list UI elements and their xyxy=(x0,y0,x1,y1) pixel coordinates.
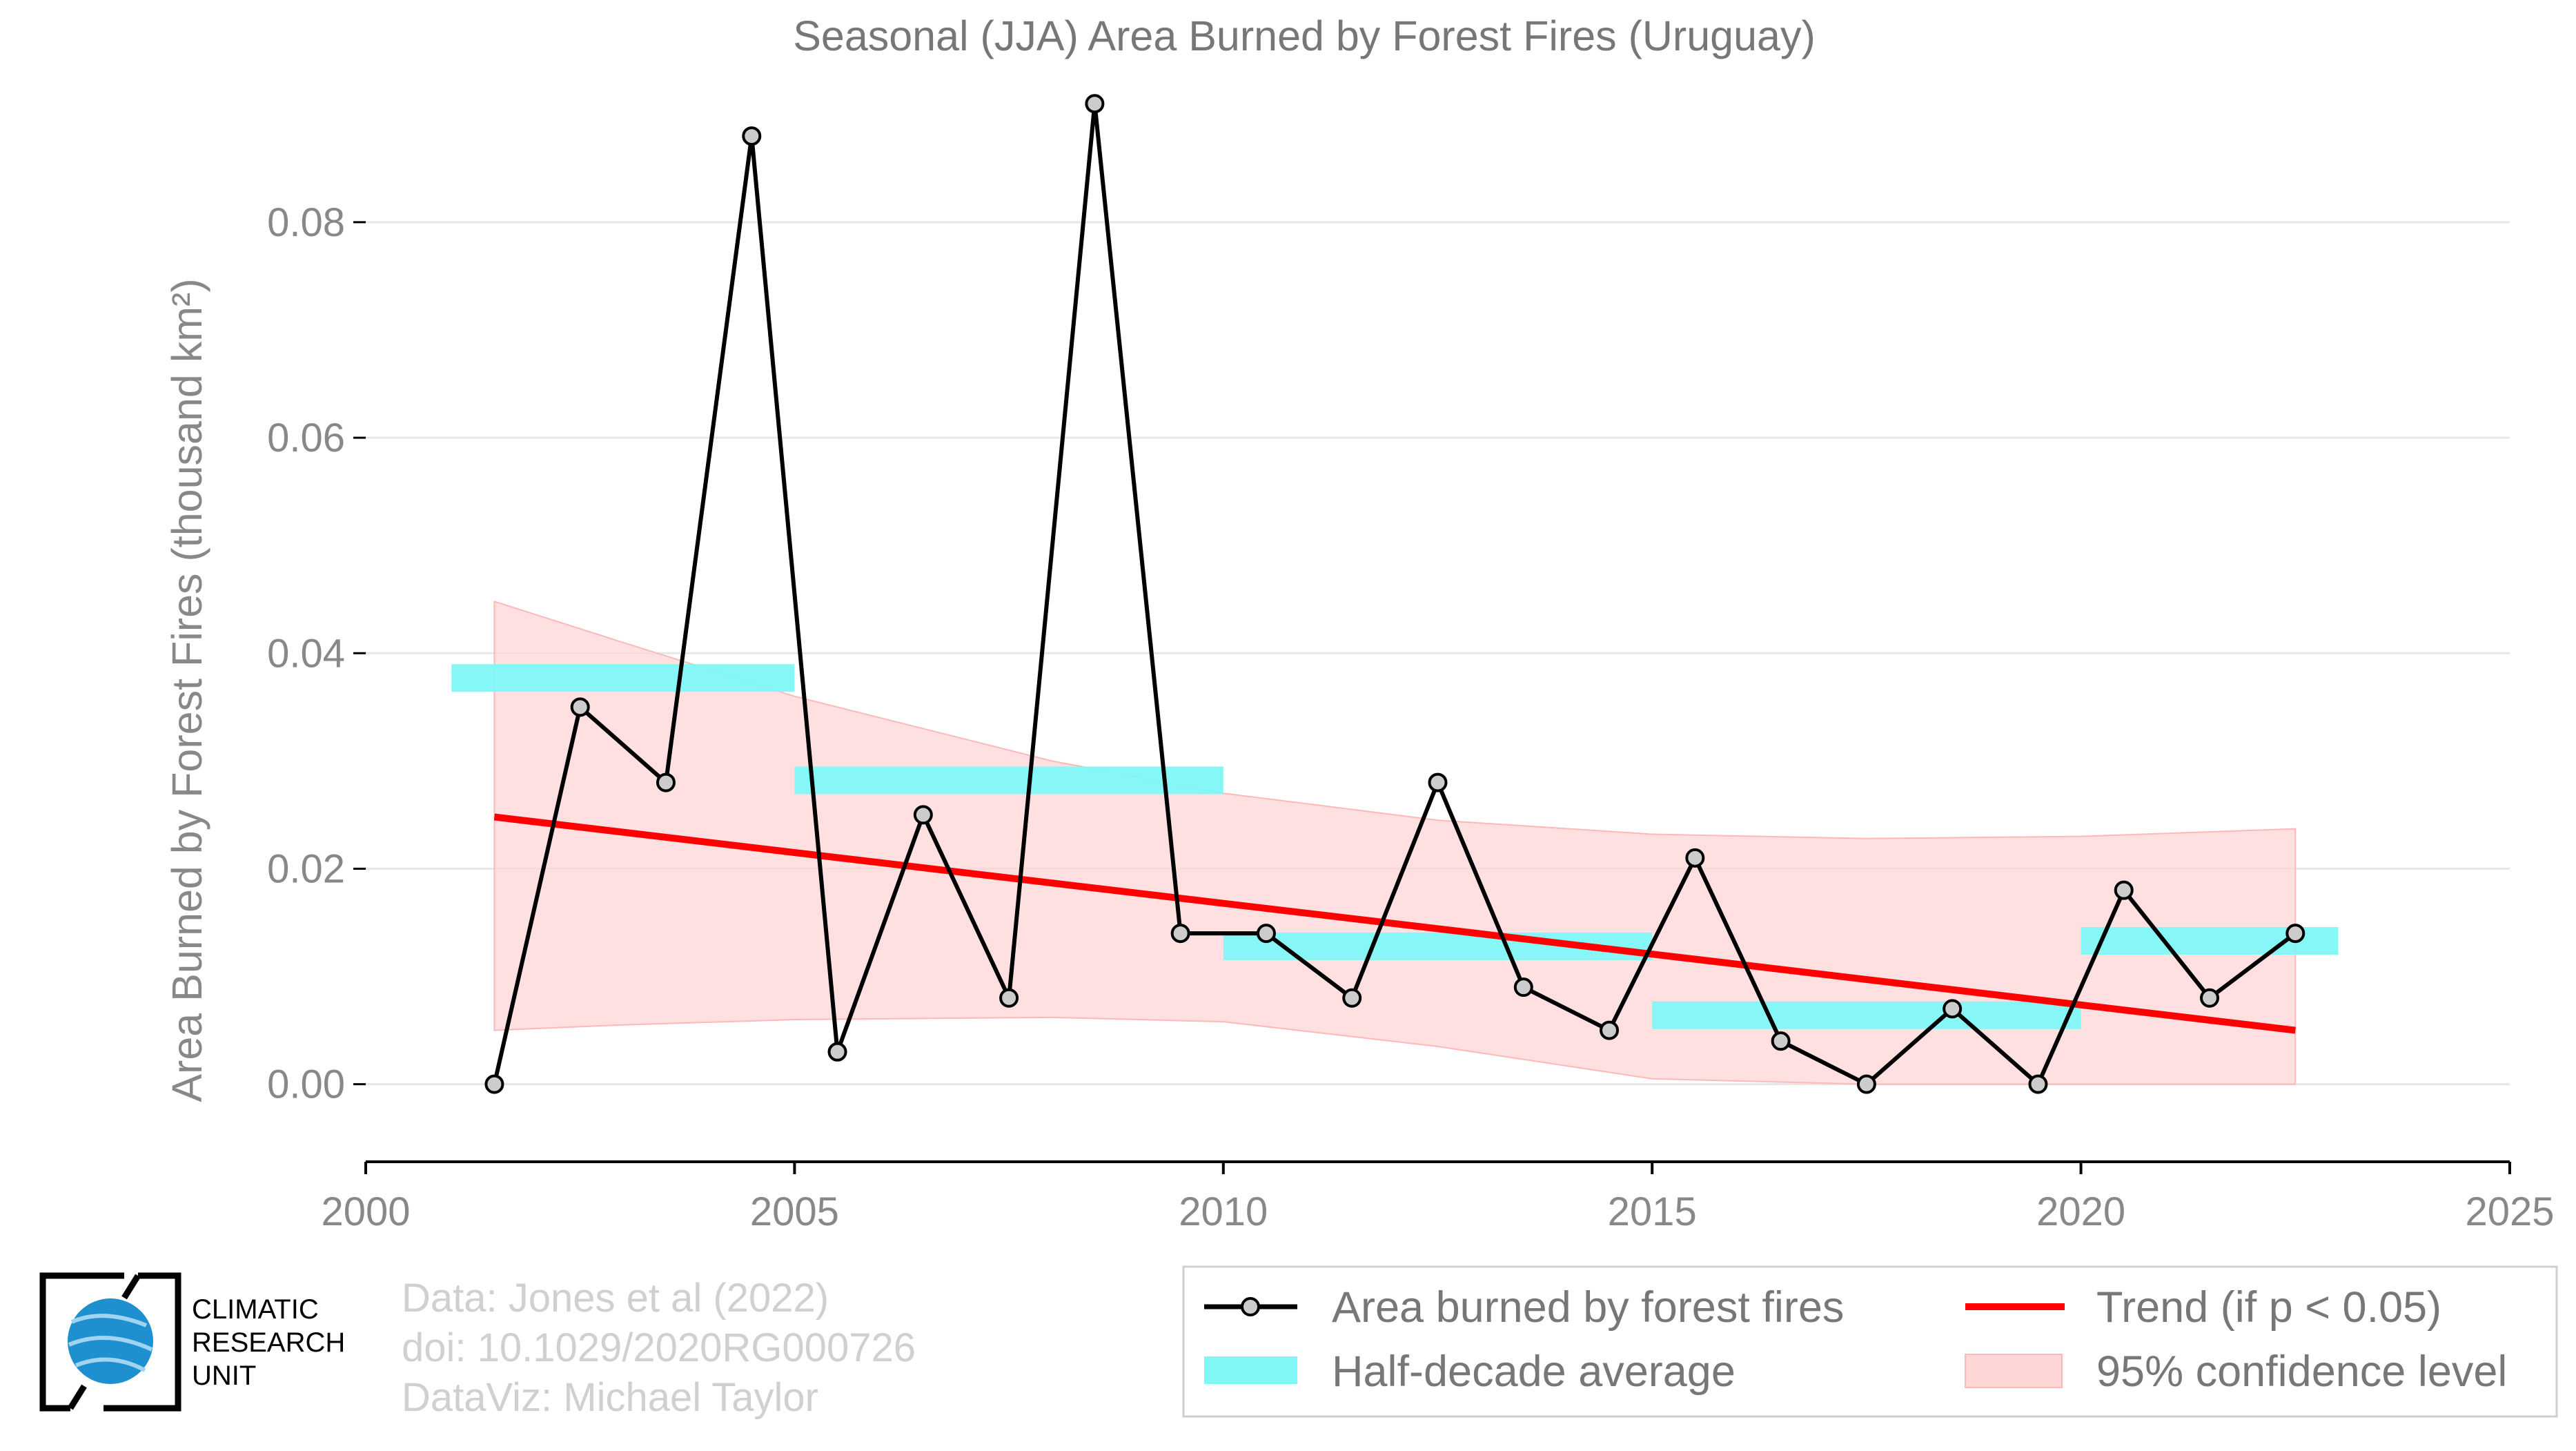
credit-dataviz: DataViz: Michael Taylor xyxy=(402,1375,818,1420)
half-decade-layer xyxy=(451,664,2339,1029)
x-axis-ticks: 2000 2005 2010 2015 2020 2025 xyxy=(321,1162,2555,1234)
data-point-14 xyxy=(1685,848,1705,868)
logo-bracket-right xyxy=(104,1272,181,1412)
trend-line xyxy=(493,813,2296,1034)
y-tick-label-1: 0.02 xyxy=(267,846,345,891)
x-tick-label-4: 2020 xyxy=(2036,1189,2125,1234)
x-tick-label-3: 2015 xyxy=(1608,1189,1697,1234)
legend-label-confidence: 95% confidence level xyxy=(2096,1347,2507,1396)
logo-slash-top xyxy=(121,1274,141,1300)
data-point-9 xyxy=(1256,924,1276,944)
half-decade-bar-1 xyxy=(794,766,1223,795)
logo-text-line1: CLIMATIC xyxy=(192,1294,319,1325)
legend-item-half-decade: Half-decade average xyxy=(1204,1347,1736,1396)
area-burned-layer xyxy=(484,94,2305,1094)
data-point-18 xyxy=(2028,1074,2048,1094)
data-point-19 xyxy=(2114,880,2134,900)
cru-logo: CLIMATIC RESEARCH UNIT xyxy=(39,1272,345,1412)
data-point-11 xyxy=(1428,772,1448,792)
legend-box xyxy=(1182,1265,2558,1418)
data-point-1 xyxy=(570,697,590,717)
x-tick-label-0: 2000 xyxy=(321,1189,410,1234)
half-decade-bar-0 xyxy=(451,664,795,692)
legend-label-half-decade: Half-decade average xyxy=(1332,1347,1736,1396)
logo-slash-bottom xyxy=(68,1384,87,1410)
data-point-4 xyxy=(827,1042,847,1062)
y-tick-label-4: 0.08 xyxy=(267,200,345,245)
trend-layer xyxy=(493,813,2296,1034)
data-point-21 xyxy=(2285,924,2305,944)
globe-swirl-2 xyxy=(68,1336,153,1352)
legend-label-area-burned: Area burned by forest fires xyxy=(1332,1283,1844,1332)
y-tick-label-3: 0.06 xyxy=(267,416,345,460)
y-axis-ticks: 0.00 0.02 0.04 0.06 0.08 xyxy=(267,200,366,1107)
data-point-5 xyxy=(913,805,933,825)
data-point-17 xyxy=(1943,999,1963,1019)
half-decade-bar-3 xyxy=(1652,1001,2081,1029)
globe-swirl-3 xyxy=(75,1357,146,1372)
data-point-6 xyxy=(999,988,1019,1008)
legend-halfdecade-swatch xyxy=(1204,1356,1297,1384)
logo-bracket-left xyxy=(39,1272,124,1412)
data-point-15 xyxy=(1771,1031,1791,1051)
legend-item-trend: Trend (if p < 0.05) xyxy=(1965,1283,2441,1332)
legend: Area burned by forest fires Half-decade … xyxy=(1182,1265,2558,1418)
credits: Data: Jones et al (2022) doi: 10.1029/20… xyxy=(402,1276,916,1420)
legend-item-confidence: 95% confidence level xyxy=(1965,1347,2507,1396)
logo-text-line3: UNIT xyxy=(192,1361,256,1391)
data-point-16 xyxy=(1856,1074,1876,1094)
logo-text-line2: RESEARCH xyxy=(192,1327,345,1358)
legend-item-area-burned: Area burned by forest fires xyxy=(1204,1283,1844,1332)
data-point-3 xyxy=(742,126,762,146)
chart-title: Seasonal (JJA) Area Burned by Forest Fir… xyxy=(793,12,1816,59)
area-burned-line xyxy=(492,101,2297,1087)
x-tick-label-5: 2025 xyxy=(2465,1189,2554,1234)
data-point-10 xyxy=(1342,988,1362,1008)
data-point-12 xyxy=(1513,977,1533,997)
legend-marker-swatch xyxy=(1241,1297,1260,1316)
x-tick-label-2: 2010 xyxy=(1179,1189,1268,1234)
globe-swirl-1 xyxy=(70,1314,148,1327)
legend-label-trend: Trend (if p < 0.05) xyxy=(2096,1283,2441,1332)
data-point-13 xyxy=(1600,1020,1620,1040)
credit-doi: doi: 10.1029/2020RG000726 xyxy=(402,1325,916,1370)
data-point-8 xyxy=(1170,924,1190,944)
data-point-2 xyxy=(656,772,676,792)
y-tick-label-0: 0.00 xyxy=(267,1062,345,1107)
x-tick-label-1: 2005 xyxy=(750,1189,839,1234)
y-axis-label: Area Burned by Forest Fires (thousand km… xyxy=(164,278,210,1102)
credit-data: Data: Jones et al (2022) xyxy=(402,1276,829,1321)
y-tick-label-2: 0.04 xyxy=(267,631,345,676)
data-point-20 xyxy=(2200,988,2220,1008)
data-point-7 xyxy=(1085,94,1105,114)
data-point-0 xyxy=(484,1074,504,1094)
legend-confidence-swatch xyxy=(1965,1354,2063,1388)
